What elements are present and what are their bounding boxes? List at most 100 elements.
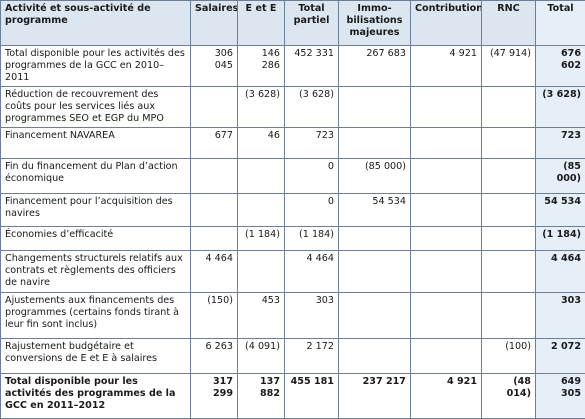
table-cell: 267 683 [339, 46, 411, 87]
table-cell: (48 014) [482, 374, 536, 419]
header-cell: RNC [482, 1, 536, 46]
table-cell: (4 091) [238, 339, 285, 374]
table-row: Économies d’efficacité(1 184)(1 184)(1 1… [1, 227, 585, 251]
table-cell: 54 534 [339, 194, 411, 227]
table-row: Changements structurels relatifs aux con… [1, 251, 585, 293]
table-cell: Réduction de recouvrement des coûts pour… [1, 87, 191, 128]
table-cell: 4 464 [191, 251, 238, 293]
table-cell: 455 181 [285, 374, 339, 419]
table-cell: Total disponible pour les activités des … [1, 374, 191, 419]
table-cell: (47 914) [482, 46, 536, 87]
table-cell [482, 194, 536, 227]
table-cell: Rajustement budgétaire et conversions de… [1, 339, 191, 374]
table-cell [191, 194, 238, 227]
table-cell [339, 293, 411, 339]
table-cell [191, 227, 238, 251]
table-cell [238, 194, 285, 227]
table-cell [339, 251, 411, 293]
table-cell [411, 194, 482, 227]
table-cell: Financement pour l’acquisition des navir… [1, 194, 191, 227]
header-cell: Total partiel [285, 1, 339, 46]
table-cell: 4 464 [536, 251, 585, 293]
table-cell: 649 305 [536, 374, 585, 419]
table-row: Réduction de recouvrement des coûts pour… [1, 87, 585, 128]
table-cell: 54 534 [536, 194, 585, 227]
table-cell: 2 172 [285, 339, 339, 374]
table-cell [482, 128, 536, 159]
table-cell: (85 000) [339, 159, 411, 194]
table-cell [411, 87, 482, 128]
table-cell: 237 217 [339, 374, 411, 419]
table-cell: (150) [191, 293, 238, 339]
table-cell [339, 128, 411, 159]
table-cell [482, 293, 536, 339]
header-cell: Immo-bilisations majeures [339, 1, 411, 46]
table-cell [339, 339, 411, 374]
table-row: Rajustement budgétaire et conversions de… [1, 339, 585, 374]
table-row: Total disponible pour les activités des … [1, 374, 585, 419]
table-cell [191, 159, 238, 194]
table-cell [411, 128, 482, 159]
header-cell: Contributions [411, 1, 482, 46]
table-cell [411, 251, 482, 293]
header-cell: E et E [238, 1, 285, 46]
table-cell: 137 882 [238, 374, 285, 419]
table-cell: 303 [536, 293, 585, 339]
table-cell: (3 628) [285, 87, 339, 128]
table-cell [411, 293, 482, 339]
table-cell [482, 159, 536, 194]
table-row: Ajustements aux financements des program… [1, 293, 585, 339]
table-cell: Fin du financement du Plan d’action écon… [1, 159, 191, 194]
table-cell [238, 159, 285, 194]
table-cell: 723 [285, 128, 339, 159]
table-cell [411, 339, 482, 374]
table-cell: 306 045 [191, 46, 238, 87]
header-cell: Salaires [191, 1, 238, 46]
table-row: Fin du financement du Plan d’action écon… [1, 159, 585, 194]
table-row: Financement pour l’acquisition des navir… [1, 194, 585, 227]
table-cell: 4 921 [411, 374, 482, 419]
table-cell [339, 87, 411, 128]
table-cell: 453 [238, 293, 285, 339]
table-cell: 317 299 [191, 374, 238, 419]
table-cell: Total disponible pour les activités des … [1, 46, 191, 87]
table-cell: 0 [285, 159, 339, 194]
table-cell: 452 331 [285, 46, 339, 87]
table-cell: Changements structurels relatifs aux con… [1, 251, 191, 293]
table-cell [482, 87, 536, 128]
table-cell: (100) [482, 339, 536, 374]
header-cell: Activité et sous-activité de programme [1, 1, 191, 46]
table-cell: 4 921 [411, 46, 482, 87]
table-cell: (85 000) [536, 159, 585, 194]
table-cell [238, 251, 285, 293]
table-cell: 46 [238, 128, 285, 159]
table-cell: 676 602 [536, 46, 585, 87]
table-cell: 4 464 [285, 251, 339, 293]
table-cell: Ajustements aux financements des program… [1, 293, 191, 339]
table-cell: (1 184) [536, 227, 585, 251]
table-cell [191, 87, 238, 128]
table-cell: 723 [536, 128, 585, 159]
table-row: Total disponible pour les activités des … [1, 46, 585, 87]
table-cell: (1 184) [238, 227, 285, 251]
table-cell: 0 [285, 194, 339, 227]
table-cell: (3 628) [536, 87, 585, 128]
header-cell: Total [536, 1, 585, 46]
table-cell: 6 263 [191, 339, 238, 374]
table-cell [411, 159, 482, 194]
table-cell: 146 286 [238, 46, 285, 87]
table-cell [411, 227, 482, 251]
table-cell [482, 251, 536, 293]
table-cell: Économies d’efficacité [1, 227, 191, 251]
table-cell: 2 072 [536, 339, 585, 374]
table-cell: 677 [191, 128, 238, 159]
table-cell: Financement NAVAREA [1, 128, 191, 159]
table-cell: 303 [285, 293, 339, 339]
table-cell [482, 227, 536, 251]
table-cell [339, 227, 411, 251]
table-cell: (1 184) [285, 227, 339, 251]
